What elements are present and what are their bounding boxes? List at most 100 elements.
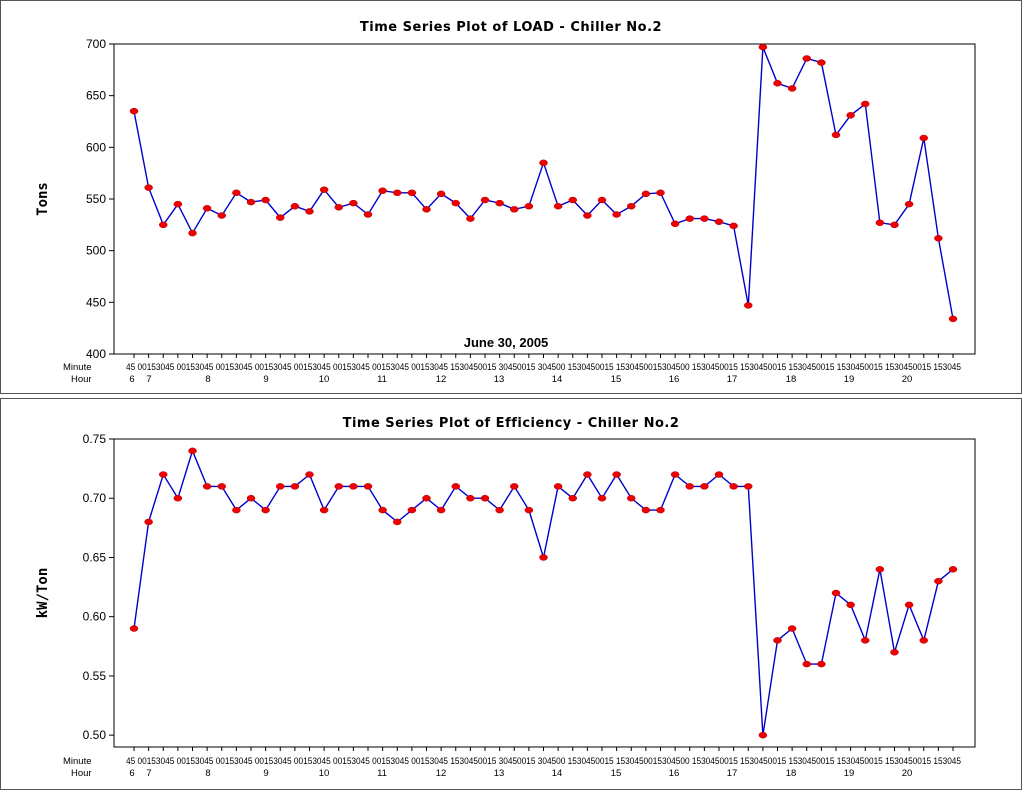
- data-point: [802, 660, 811, 668]
- data-point: [890, 221, 899, 229]
- y-tick-label: 450: [86, 295, 106, 309]
- hour-tick-label: 13: [494, 768, 505, 779]
- data-point: [787, 85, 797, 92]
- data-point: [612, 211, 621, 218]
- data-point: [583, 212, 592, 219]
- hour-row-label: Hour: [71, 374, 92, 385]
- data-point: [817, 59, 826, 66]
- data-point: [904, 200, 914, 208]
- data-point: [232, 189, 241, 197]
- hour-tick-label: 11: [377, 768, 387, 779]
- y-tick-label: 650: [86, 89, 106, 103]
- hour-tick-label: 19: [844, 374, 855, 385]
- data-point: [144, 518, 153, 526]
- data-point: [436, 506, 446, 514]
- data-point: [407, 506, 417, 514]
- data-point: [363, 211, 373, 218]
- data-point: [188, 229, 197, 237]
- y-tick-label: 0.60: [83, 610, 107, 624]
- data-point: [802, 55, 811, 62]
- data-point: [685, 483, 694, 490]
- data-point: [466, 494, 475, 502]
- data-point: [422, 494, 431, 502]
- data-point: [597, 494, 607, 502]
- hour-tick-label: 12: [436, 768, 447, 779]
- data-point: [510, 483, 519, 490]
- data-point: [495, 506, 504, 514]
- data-point: [129, 107, 139, 115]
- hour-tick-label: 11: [377, 374, 387, 385]
- efficiency-chart: Time Series Plot of Efficiency - Chiller…: [35, 416, 976, 779]
- hour-tick-label: 6: [129, 768, 134, 779]
- y-tick-label: 400: [86, 347, 106, 361]
- data-point: [758, 731, 768, 739]
- data-point: [129, 625, 139, 632]
- data-point: [875, 219, 885, 227]
- data-point: [217, 212, 226, 219]
- data-point: [919, 637, 928, 644]
- data-point: [451, 483, 460, 490]
- data-point: [334, 204, 343, 211]
- data-point: [729, 483, 738, 490]
- hour-tick-label: 8: [205, 768, 210, 779]
- data-point: [539, 554, 548, 561]
- data-point: [685, 215, 694, 222]
- data-point: [787, 625, 797, 632]
- hour-tick-label: 10: [319, 374, 330, 385]
- data-point: [904, 601, 914, 609]
- data-point: [422, 206, 431, 213]
- data-point: [144, 184, 153, 191]
- data-point: [948, 566, 958, 573]
- data-point: [261, 196, 270, 204]
- data-point: [773, 80, 782, 87]
- data-point: [744, 302, 753, 309]
- hour-tick-label: 20: [902, 768, 913, 779]
- chart-annotation: June 30, 2005: [464, 335, 549, 350]
- load-chart: Time Series Plot of LOAD - Chiller No.2 T…: [35, 20, 976, 385]
- hour-tick-label: 19: [844, 768, 855, 779]
- minute-tick-labels: 45 00153045 00153045 00153045 00153045 0…: [126, 362, 961, 373]
- data-point: [276, 483, 285, 490]
- y-tick-label: 0.50: [83, 728, 107, 742]
- hour-tick-label: 18: [786, 768, 797, 779]
- data-point: [641, 506, 651, 514]
- hour-tick-label: 9: [263, 374, 268, 385]
- data-point: [641, 190, 651, 198]
- hour-tick-label: 18: [786, 374, 797, 385]
- data-point: [202, 483, 212, 490]
- efficiency-chart-panel: Time Series Plot of Efficiency - Chiller…: [0, 398, 1022, 790]
- data-point: [670, 220, 680, 228]
- data-point: [246, 494, 256, 502]
- y-tick-label: 700: [86, 37, 106, 51]
- hour-tick-label: 14: [552, 768, 563, 779]
- data-point: [553, 202, 563, 210]
- data-point: [480, 494, 490, 502]
- y-tick-label: 0.75: [83, 432, 107, 446]
- data-point: [290, 202, 300, 210]
- hour-tick-label: 14: [552, 374, 563, 385]
- y-tick-label: 0.65: [83, 550, 107, 564]
- data-point: [393, 189, 402, 197]
- data-point: [861, 637, 870, 644]
- hour-tick-label: 10: [319, 768, 330, 779]
- data-point: [202, 205, 212, 212]
- data-point: [334, 483, 343, 490]
- data-point: [773, 637, 782, 644]
- data-point: [378, 187, 387, 194]
- data-point: [846, 112, 855, 119]
- data-point: [451, 199, 460, 207]
- data-point: [890, 648, 899, 656]
- data-point: [919, 134, 928, 142]
- hour-tick-label: 17: [727, 768, 738, 779]
- hour-tick-label: 20: [902, 374, 913, 385]
- y-tick-label: 550: [86, 192, 106, 206]
- data-point: [627, 494, 636, 502]
- data-point: [758, 43, 768, 51]
- data-point: [436, 190, 446, 198]
- y-axis-label: kW/Ton: [35, 568, 51, 619]
- hour-row-label: Hour: [71, 768, 92, 779]
- series-line: [133, 448, 954, 736]
- hour-tick-label: 13: [494, 374, 505, 385]
- plot-frame: [113, 43, 976, 355]
- data-point: [846, 601, 855, 609]
